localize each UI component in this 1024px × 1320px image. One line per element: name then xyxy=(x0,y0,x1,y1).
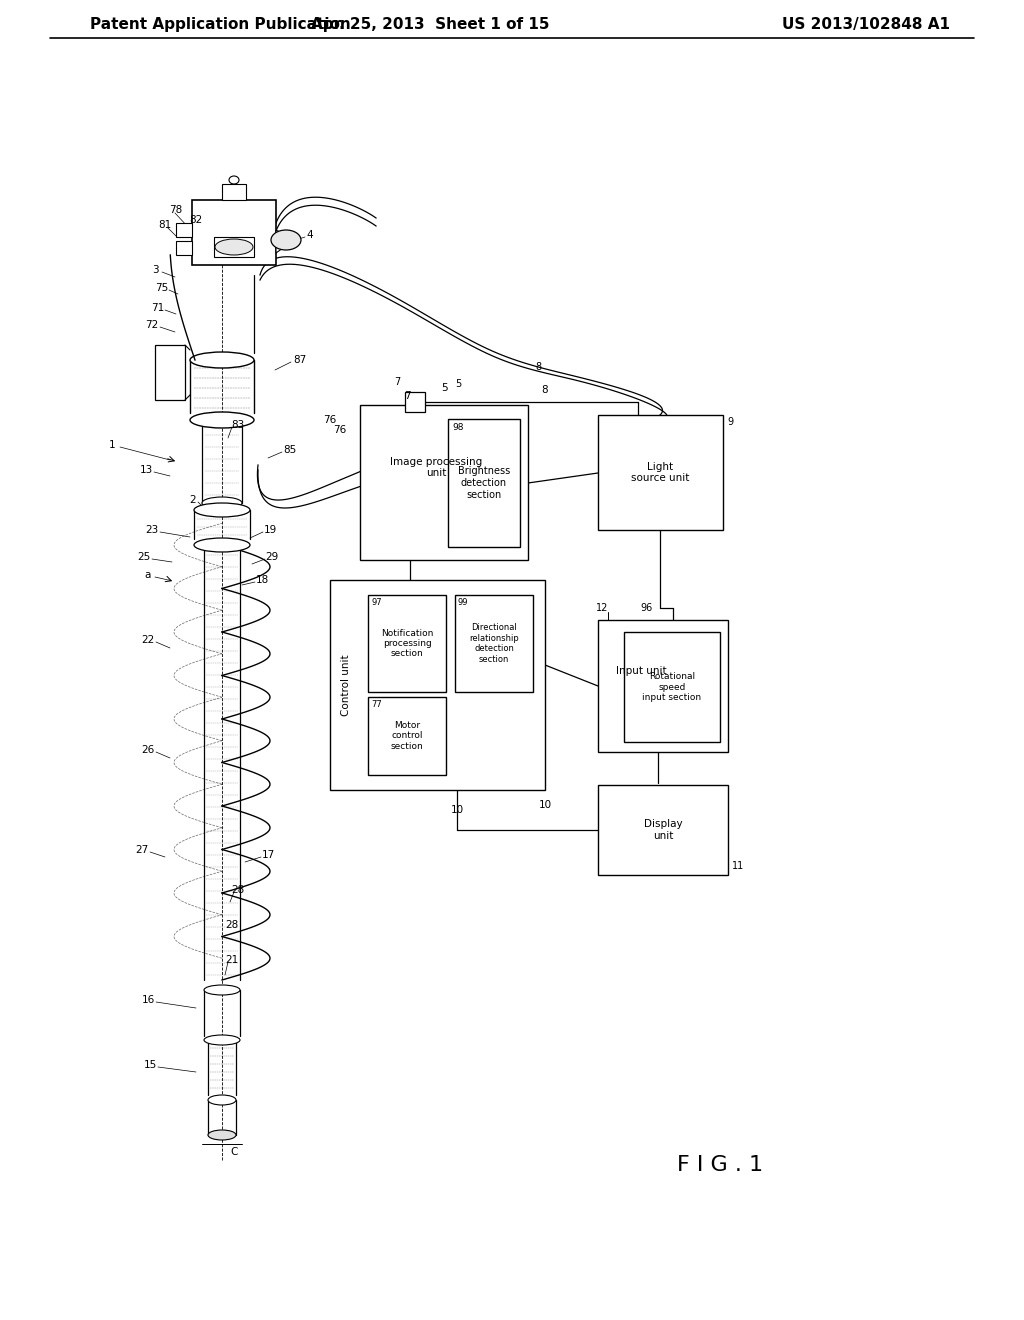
Bar xyxy=(193,201,276,265)
Text: 85: 85 xyxy=(284,445,297,455)
Text: 2: 2 xyxy=(189,495,197,506)
Text: Brightness
detection
section: Brightness detection section xyxy=(458,466,510,499)
Text: 71: 71 xyxy=(152,304,165,313)
Text: 19: 19 xyxy=(263,525,276,535)
Bar xyxy=(624,632,720,742)
Text: 78: 78 xyxy=(169,205,182,215)
Text: 97: 97 xyxy=(371,598,382,607)
Text: 11: 11 xyxy=(732,861,744,871)
Text: Apr. 25, 2013  Sheet 1 of 15: Apr. 25, 2013 Sheet 1 of 15 xyxy=(310,17,549,33)
Text: Image processing
unit: Image processing unit xyxy=(390,457,482,478)
Ellipse shape xyxy=(194,539,250,552)
Text: 9: 9 xyxy=(727,417,733,426)
Bar xyxy=(455,595,534,692)
Text: 72: 72 xyxy=(145,319,159,330)
Text: 7: 7 xyxy=(403,391,411,401)
Text: 21: 21 xyxy=(225,954,239,965)
Text: Directional
relationship
detection
section: Directional relationship detection secti… xyxy=(469,623,519,664)
Text: 3: 3 xyxy=(152,265,159,275)
Ellipse shape xyxy=(194,503,250,517)
Text: C: C xyxy=(230,1147,238,1158)
Ellipse shape xyxy=(271,230,301,249)
Bar xyxy=(598,620,728,752)
Bar xyxy=(360,405,528,560)
Ellipse shape xyxy=(208,1130,236,1140)
Text: 82: 82 xyxy=(189,215,203,224)
Text: 96: 96 xyxy=(640,603,652,612)
Text: 18: 18 xyxy=(255,576,268,585)
Text: 12: 12 xyxy=(596,603,608,612)
Ellipse shape xyxy=(202,498,242,510)
Text: 13: 13 xyxy=(139,465,153,475)
Text: 7: 7 xyxy=(394,378,400,387)
Bar xyxy=(330,579,545,789)
Text: Notification
processing
section: Notification processing section xyxy=(381,628,433,659)
Text: 27: 27 xyxy=(135,845,148,855)
Text: 5: 5 xyxy=(455,379,461,389)
Text: F I G . 1: F I G . 1 xyxy=(677,1155,763,1175)
Text: 1: 1 xyxy=(109,440,116,450)
Text: Display
unit: Display unit xyxy=(644,820,682,841)
Ellipse shape xyxy=(204,985,240,995)
Text: 16: 16 xyxy=(141,995,155,1005)
Bar xyxy=(406,392,425,412)
Ellipse shape xyxy=(204,1035,240,1045)
Text: 8: 8 xyxy=(542,385,548,395)
Text: 81: 81 xyxy=(159,220,172,230)
Text: 15: 15 xyxy=(143,1060,157,1071)
Text: 23: 23 xyxy=(145,525,159,535)
Bar xyxy=(449,418,520,546)
Text: 83: 83 xyxy=(231,420,245,430)
Text: 76: 76 xyxy=(324,414,337,425)
Bar xyxy=(214,238,254,257)
Text: 99: 99 xyxy=(458,598,469,607)
Text: 4: 4 xyxy=(306,230,313,240)
Text: 87: 87 xyxy=(293,355,306,366)
Ellipse shape xyxy=(229,176,239,183)
Text: 77: 77 xyxy=(371,700,382,709)
Text: 10: 10 xyxy=(539,800,552,810)
Ellipse shape xyxy=(190,412,254,428)
Bar xyxy=(368,697,446,775)
Text: Motor
control
section: Motor control section xyxy=(390,721,423,751)
Ellipse shape xyxy=(215,239,253,255)
Text: 17: 17 xyxy=(261,850,274,861)
Text: Rotational
speed
input section: Rotational speed input section xyxy=(642,672,701,702)
Text: 28: 28 xyxy=(231,884,245,895)
Text: 29: 29 xyxy=(265,552,279,562)
Ellipse shape xyxy=(190,352,254,368)
Text: 8: 8 xyxy=(535,362,541,372)
Bar xyxy=(176,223,193,238)
Text: US 2013/102848 A1: US 2013/102848 A1 xyxy=(782,17,950,33)
Text: 28: 28 xyxy=(225,920,239,931)
Text: 10: 10 xyxy=(451,805,464,814)
Text: 98: 98 xyxy=(452,422,464,432)
Text: 5: 5 xyxy=(441,383,449,393)
Bar xyxy=(598,414,723,531)
Text: 25: 25 xyxy=(137,552,151,562)
Text: Patent Application Publication: Patent Application Publication xyxy=(90,17,351,33)
Text: 22: 22 xyxy=(141,635,155,645)
Text: Control unit: Control unit xyxy=(341,655,351,715)
Ellipse shape xyxy=(208,1096,236,1105)
Text: a: a xyxy=(144,570,152,579)
Text: 26: 26 xyxy=(141,744,155,755)
Bar xyxy=(598,785,728,875)
Bar xyxy=(222,183,246,201)
Text: 75: 75 xyxy=(156,282,169,293)
Text: Input unit: Input unit xyxy=(616,667,667,676)
Text: Light
source unit: Light source unit xyxy=(632,462,690,483)
Bar xyxy=(368,595,446,692)
Bar xyxy=(176,242,193,255)
Polygon shape xyxy=(276,230,294,253)
Text: 76: 76 xyxy=(334,425,347,436)
Bar xyxy=(155,345,185,400)
